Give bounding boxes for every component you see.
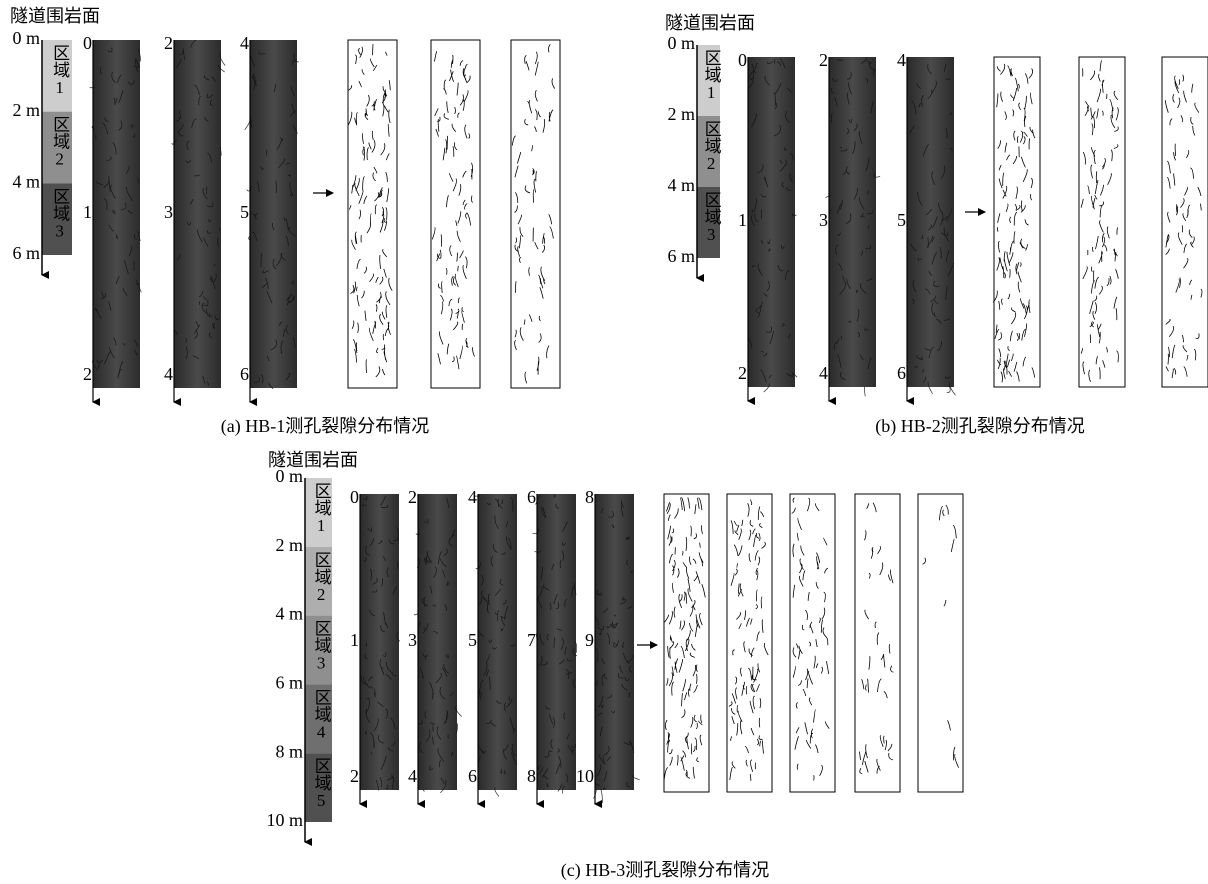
region-label: 区域2 [50, 116, 70, 169]
region-label: 区域5 [312, 757, 332, 810]
strip-depth: 6 [527, 487, 536, 507]
strip-depth: 2 [408, 487, 417, 507]
panel-caption: (b) HB-2测孔裂隙分布情况 [875, 416, 1085, 437]
depth-label: 4 m [667, 175, 695, 195]
depth-label: 6 m [12, 243, 40, 263]
strip-depth: 4 [240, 33, 249, 53]
strip-depth: 4 [468, 487, 477, 507]
region-label: 区域1 [702, 49, 722, 102]
borehole-image [595, 494, 634, 790]
region-label: 区域2 [702, 120, 722, 173]
depth-label: 6 m [667, 246, 695, 266]
crack-map [918, 494, 963, 792]
panel-caption: (c) HB-3测孔裂隙分布情况 [561, 860, 769, 881]
region-label: 区域3 [312, 620, 332, 673]
region-label: 区域4 [312, 688, 332, 741]
borehole-image [478, 494, 517, 790]
depth-label: 0 m [275, 466, 303, 486]
borehole-image [907, 57, 954, 387]
depth-label: 2 m [275, 535, 303, 555]
strip-depth: 6 [240, 364, 249, 384]
depth-label: 4 m [12, 171, 40, 191]
strip-depth: 2 [738, 363, 747, 383]
depth-label: 4 m [275, 604, 303, 624]
borehole-image [93, 40, 140, 388]
depth-label: 0 m [12, 28, 40, 48]
region-label: 区域1 [50, 44, 70, 97]
depth-label: 10 m [266, 810, 303, 830]
strip-depth: 5 [468, 630, 477, 650]
crack-map [431, 40, 480, 388]
strip-depth: 0 [738, 50, 747, 70]
strip-depth: 1 [350, 630, 359, 650]
panel-title: 隧道围岩面 [10, 6, 100, 26]
depth-label: 6 m [275, 673, 303, 693]
strip-depth: 9 [585, 630, 594, 650]
borehole-image [537, 494, 576, 790]
strip-depth: 10 [576, 766, 594, 786]
borehole-image [829, 57, 876, 387]
strip-depth: 6 [468, 766, 477, 786]
strip-depth: 8 [585, 487, 594, 507]
strip-depth: 5 [240, 202, 249, 222]
strip-depth: 2 [83, 364, 92, 384]
crack-map [1162, 57, 1208, 387]
panel-caption: (a) HB-1测孔裂隙分布情况 [221, 416, 429, 437]
region-label: 区域2 [312, 551, 332, 604]
strip-depth: 3 [408, 630, 417, 650]
crack-map [790, 494, 835, 792]
strip-depth: 5 [897, 210, 906, 230]
strip-depth: 7 [527, 630, 536, 650]
strip-depth: 6 [897, 363, 906, 383]
strip-depth: 3 [819, 210, 828, 230]
page: 隧道围岩面区域1 区域2 区域3 0 m 2 m 4 m 6 m 0 1 2 2 3 4 4 5 6 (a) H… [0, 0, 1208, 884]
region-label: 区域1 [312, 482, 332, 535]
strip-depth: 8 [527, 766, 536, 786]
region-label: 区域3 [50, 187, 70, 240]
strip-depth: 1 [83, 202, 92, 222]
strip-depth: 4 [897, 50, 906, 70]
strip-depth: 2 [819, 50, 828, 70]
borehole-image [748, 57, 795, 387]
borehole-image [174, 40, 221, 388]
region-label: 区域3 [702, 191, 722, 244]
strip-depth: 2 [350, 766, 359, 786]
strip-depth: 2 [164, 33, 173, 53]
borehole-image [418, 494, 457, 790]
crack-map [1079, 57, 1125, 387]
strip-depth: 3 [164, 202, 173, 222]
depth-label: 2 m [12, 100, 40, 120]
crack-map [994, 57, 1040, 387]
panel-title: 隧道围岩面 [665, 13, 755, 33]
strip-depth: 1 [738, 210, 747, 230]
strip-depth: 0 [350, 487, 359, 507]
depth-label: 0 m [667, 33, 695, 53]
crack-map [348, 40, 397, 388]
strip-depth: 4 [819, 363, 828, 383]
panel: 隧道围岩面区域1区域2区域3区域4区域50 m2 m4 m6 m8 m10 m0… [266, 450, 963, 881]
depth-label: 2 m [667, 104, 695, 124]
figure: 隧道围岩面区域1 区域2 区域3 0 m 2 m 4 m 6 m 0 1 2 2 3 4 4 5 6 (a) H… [0, 0, 1208, 884]
strip-depth: 4 [164, 364, 173, 384]
strip-depth: 4 [408, 766, 417, 786]
depth-label: 8 m [275, 741, 303, 761]
strip-depth: 0 [83, 33, 92, 53]
